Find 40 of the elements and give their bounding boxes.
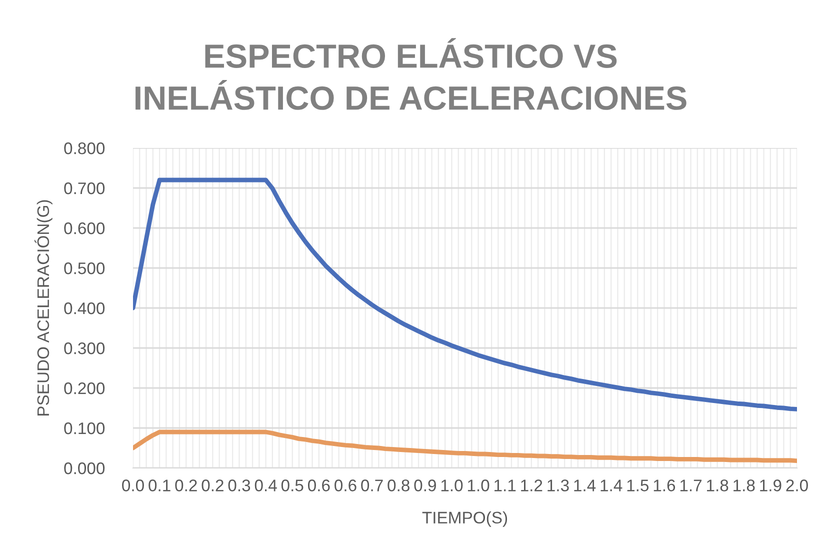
x-tick-label: 0.2 xyxy=(202,480,224,492)
y-tick-label: 0.500 xyxy=(64,262,105,274)
y-tick-label: 0.700 xyxy=(64,182,105,194)
x-tick-label: 0.5 xyxy=(281,480,304,492)
x-tick-label: 0.9 xyxy=(414,480,436,492)
y-tick-label: 0.300 xyxy=(64,342,105,354)
x-tick-label: 0.6 xyxy=(334,480,356,492)
y-tick-label: 0.800 xyxy=(64,142,105,154)
y-tick-label: 0.600 xyxy=(64,222,105,234)
x-tick-label: 1.0 xyxy=(468,480,490,492)
x-tick-label: 0.7 xyxy=(361,480,383,492)
x-tick-label: 0.1 xyxy=(148,480,170,492)
y-tick-label: 0.000 xyxy=(64,462,105,474)
x-tick-label: 0.6 xyxy=(308,480,330,492)
chart-title: ESPECTRO ELÁSTICO VS INELÁSTICO DE ACELERACIONES xyxy=(136,38,686,110)
x-tick-label: 1.6 xyxy=(654,480,676,492)
x-tick-label: 1.4 xyxy=(600,480,622,492)
x-tick-label: 0.4 xyxy=(254,480,277,492)
y-tick-label: 0.100 xyxy=(64,422,105,434)
y-axis-title: PSEUDO ACELERACIÓN(G) xyxy=(34,200,52,416)
x-tick-label: 1.8 xyxy=(707,480,728,492)
line-series xyxy=(133,430,797,464)
x-tick-label: 0.3 xyxy=(228,480,250,492)
x-tick-label: 0.8 xyxy=(388,480,410,492)
x-tick-label: 1.9 xyxy=(760,480,782,492)
x-tick-label: 2.0 xyxy=(786,480,808,492)
x-tick-label: 1.3 xyxy=(548,480,569,492)
x-tick-label: 1.7 xyxy=(680,480,702,492)
x-tick-label: 1.1 xyxy=(494,480,516,492)
x-tick-label: 1.8 xyxy=(734,480,755,492)
x-tick-label: 1.5 xyxy=(627,480,649,492)
line-series xyxy=(133,178,797,412)
x-tick-label: 1.2 xyxy=(521,480,542,492)
x-tick-label: 1.4 xyxy=(574,480,596,492)
x-tick-label: 0.2 xyxy=(175,480,197,492)
y-tick-label: 0.400 xyxy=(64,302,105,314)
x-tick-label: 0.0 xyxy=(122,480,144,492)
x-tick-label: 1.0 xyxy=(441,480,463,492)
y-tick-label: 0.200 xyxy=(64,382,105,394)
x-axis-title: TIEMPO(S) xyxy=(422,511,508,527)
